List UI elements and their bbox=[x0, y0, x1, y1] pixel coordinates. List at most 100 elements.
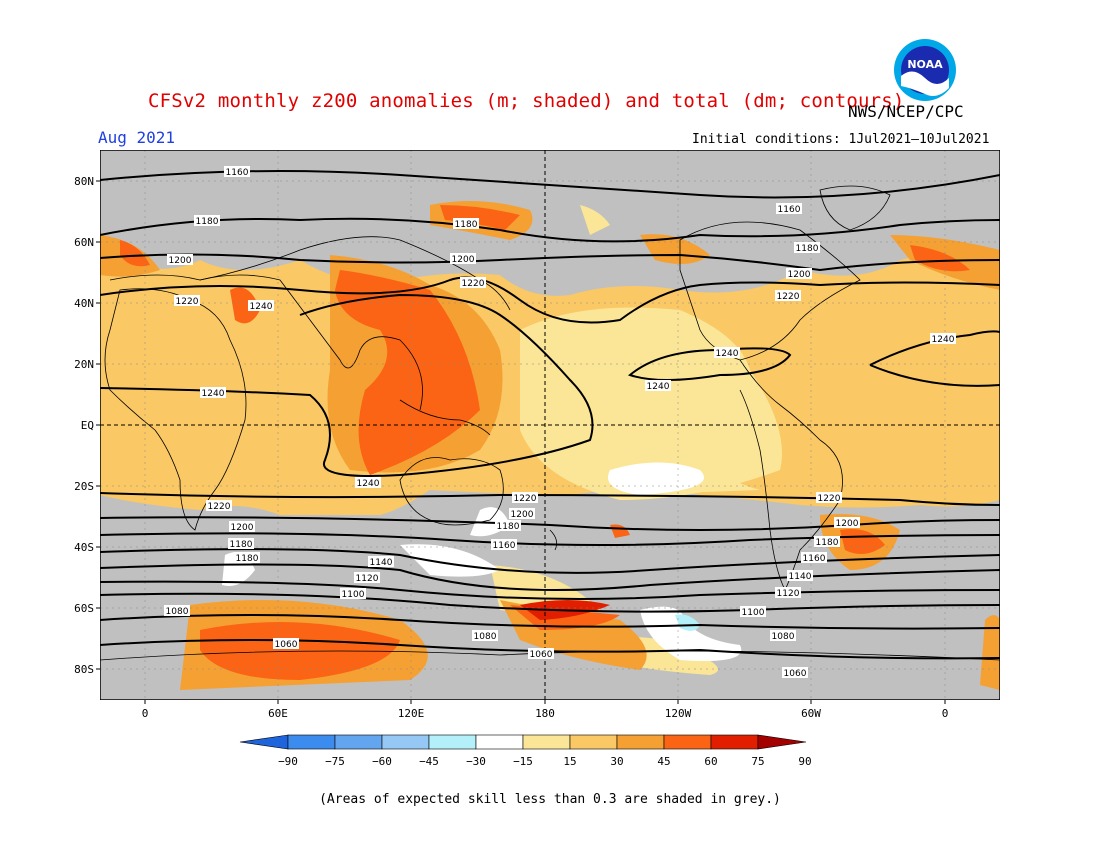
colorbar-arrow-left bbox=[239, 734, 289, 750]
latitude-axis: 80N 60N 40N 20N EQ 20S 40S 60S 80S bbox=[74, 175, 100, 676]
colorbar-tick-label: 75 bbox=[751, 755, 764, 768]
colorbar-tick-label: −75 bbox=[325, 755, 345, 768]
svg-text:1220: 1220 bbox=[818, 494, 841, 504]
colorbar-tick-label: 60 bbox=[704, 755, 717, 768]
contour-label-1160: 1160 bbox=[776, 203, 802, 215]
contour-label-1220: 1220 bbox=[460, 277, 486, 289]
colorbar: −90 −75 −60 −45 −30 −15 15 30 45 60 75 90 bbox=[239, 734, 812, 768]
lat-label-40n: 40N bbox=[74, 297, 94, 310]
contour-label-1060: 1060 bbox=[273, 638, 299, 650]
contour-label-group: 1160 1160 1180 1180 1180 1200 1200 1200 … bbox=[164, 166, 956, 679]
svg-text:1200: 1200 bbox=[169, 256, 192, 266]
svg-text:1140: 1140 bbox=[789, 572, 812, 582]
svg-text:1200: 1200 bbox=[788, 270, 811, 280]
lon-label-120e: 120E bbox=[398, 707, 425, 720]
lon-label-180: 180 bbox=[535, 707, 555, 720]
anomaly-map: 1160 1160 1180 1180 1180 1200 1200 1200 … bbox=[100, 150, 1000, 700]
contour-label-1200: 1200 bbox=[167, 254, 193, 266]
colorbar-tick-label: 90 bbox=[798, 755, 811, 768]
anomaly-60-75 bbox=[120, 205, 970, 680]
svg-text:1240: 1240 bbox=[250, 302, 273, 312]
colorbar-swatch bbox=[475, 734, 524, 750]
contour-label-1120: 1120 bbox=[354, 572, 380, 584]
contour-label-1240: 1240 bbox=[200, 387, 226, 399]
contour-label-1220: 1220 bbox=[206, 500, 232, 512]
contour-label-1080: 1080 bbox=[770, 630, 796, 642]
contour-label-1180: 1180 bbox=[495, 520, 521, 532]
contour-label-1060: 1060 bbox=[782, 667, 808, 679]
svg-text:1240: 1240 bbox=[932, 335, 955, 345]
svg-text:1220: 1220 bbox=[176, 297, 199, 307]
anomaly-negative-light bbox=[675, 614, 700, 631]
contour-label-1160: 1160 bbox=[491, 539, 517, 551]
skill-caption: (Areas of expected skill less than 0.3 a… bbox=[319, 792, 781, 807]
contour-label-1240: 1240 bbox=[248, 300, 274, 312]
colorbar-arrow-right bbox=[757, 734, 807, 750]
svg-text:1160: 1160 bbox=[493, 541, 516, 551]
contour-label-1160: 1160 bbox=[801, 552, 827, 564]
colorbar-swatch bbox=[522, 734, 571, 750]
svg-text:1220: 1220 bbox=[514, 494, 537, 504]
contour-label-1140: 1140 bbox=[787, 570, 813, 582]
contour-label-1180: 1180 bbox=[234, 552, 260, 564]
svg-text:1120: 1120 bbox=[356, 574, 379, 584]
colorbar-tick-label: 15 bbox=[563, 755, 576, 768]
contour-label-1200: 1200 bbox=[834, 517, 860, 529]
chart-title: CFSv2 monthly z200 anomalies (m; shaded)… bbox=[148, 90, 905, 112]
svg-text:1200: 1200 bbox=[836, 519, 859, 529]
height-contours bbox=[100, 170, 1000, 660]
svg-text:1100: 1100 bbox=[342, 590, 365, 600]
svg-text:1200: 1200 bbox=[452, 255, 475, 265]
colorbar-swatch bbox=[334, 734, 383, 750]
colorbar-tick-label: −15 bbox=[513, 755, 533, 768]
contour-label-1220: 1220 bbox=[174, 295, 200, 307]
svg-text:1180: 1180 bbox=[230, 540, 253, 550]
contour-label-1180: 1180 bbox=[453, 218, 479, 230]
colorbar-swatch bbox=[569, 734, 618, 750]
contour-label-1160: 1160 bbox=[224, 166, 250, 178]
svg-text:1080: 1080 bbox=[474, 632, 497, 642]
colorbar-swatch bbox=[428, 734, 477, 750]
svg-text:1140: 1140 bbox=[370, 558, 393, 568]
contour-label-1240: 1240 bbox=[355, 477, 381, 489]
svg-text:1220: 1220 bbox=[462, 279, 485, 289]
contour-label-1120: 1120 bbox=[775, 587, 801, 599]
month-label: Aug 2021 bbox=[98, 128, 176, 147]
colorbar-tick-label: −30 bbox=[466, 755, 486, 768]
colorbar-swatch bbox=[287, 734, 336, 750]
contour-label-1200: 1200 bbox=[786, 268, 812, 280]
lat-label-20s: 20S bbox=[74, 480, 94, 493]
lat-label-eq: EQ bbox=[81, 419, 94, 432]
colorbar-swatch bbox=[663, 734, 712, 750]
svg-text:1120: 1120 bbox=[777, 589, 800, 599]
svg-text:1180: 1180 bbox=[196, 217, 219, 227]
svg-text:1240: 1240 bbox=[202, 389, 225, 399]
contour-label-1080: 1080 bbox=[472, 630, 498, 642]
contour-label-1200: 1200 bbox=[229, 521, 255, 533]
svg-text:1240: 1240 bbox=[647, 382, 670, 392]
contour-label-1140: 1140 bbox=[368, 556, 394, 568]
svg-text:1160: 1160 bbox=[226, 168, 249, 178]
svg-text:1240: 1240 bbox=[357, 479, 380, 489]
svg-text:1180: 1180 bbox=[455, 220, 478, 230]
svg-text:1200: 1200 bbox=[231, 523, 254, 533]
contour-label-1180: 1180 bbox=[228, 538, 254, 550]
svg-text:1160: 1160 bbox=[778, 205, 801, 215]
svg-text:1240: 1240 bbox=[716, 349, 739, 359]
lon-label-60e: 60E bbox=[268, 707, 288, 720]
svg-text:1180: 1180 bbox=[796, 244, 819, 254]
lat-label-60s: 60S bbox=[74, 602, 94, 615]
colorbar-tick-label: 30 bbox=[610, 755, 623, 768]
colorbar-tick-label: −90 bbox=[278, 755, 298, 768]
lat-label-20n: 20N bbox=[74, 358, 94, 371]
colorbar-swatch bbox=[710, 734, 759, 750]
svg-text:1200: 1200 bbox=[511, 510, 534, 520]
longitude-axis: 0 60E 120E 180 120W 60W 0 bbox=[142, 700, 948, 720]
noaa-logo: NOAA bbox=[894, 39, 956, 101]
colorbar-ticks: −90 −75 −60 −45 −30 −15 15 30 45 60 75 90 bbox=[278, 755, 812, 768]
lon-label-120w: 120W bbox=[665, 707, 692, 720]
contour-label-1240: 1240 bbox=[930, 333, 956, 345]
lat-label-80n: 80N bbox=[74, 175, 94, 188]
colorbar-boxes bbox=[239, 734, 807, 750]
svg-text:1180: 1180 bbox=[236, 554, 259, 564]
